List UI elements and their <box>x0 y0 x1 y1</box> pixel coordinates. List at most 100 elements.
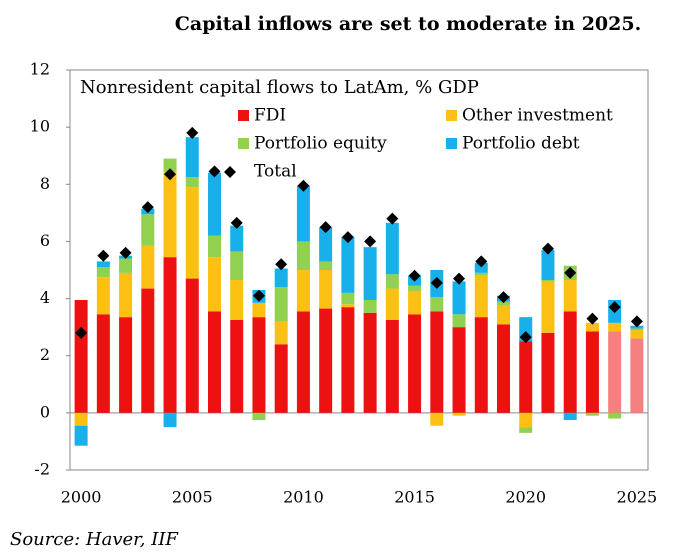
bar-segment <box>296 311 310 413</box>
bar-segment <box>74 412 88 426</box>
x-tick-label: 2020 <box>505 488 546 507</box>
bar-segment <box>185 187 199 279</box>
bar-segment <box>341 237 355 293</box>
total-marker <box>141 201 154 214</box>
bar-segment <box>563 280 577 312</box>
bar-segment <box>385 222 399 275</box>
bar-segment <box>274 287 288 322</box>
bar-segment <box>630 330 644 339</box>
bar-segment <box>296 270 310 312</box>
bar-segment <box>163 158 177 172</box>
bar-segment <box>541 281 555 333</box>
bar-segment <box>230 280 244 320</box>
bar-segment <box>341 304 355 308</box>
bar-segment <box>208 257 221 312</box>
bar-segment <box>452 281 466 315</box>
bar-segment <box>452 327 466 413</box>
bar-segment <box>208 311 221 413</box>
bar-segment <box>96 277 110 315</box>
bar-segment <box>96 314 110 413</box>
bar-segment <box>563 311 577 413</box>
x-tick-label: 2010 <box>283 488 324 507</box>
total-marker <box>97 249 110 262</box>
legend-swatch <box>446 110 457 121</box>
bar-segment <box>274 268 288 288</box>
legend-label: Portfolio equity <box>254 134 387 154</box>
total-marker <box>564 266 577 279</box>
bar-segment <box>408 314 422 413</box>
bar-segment <box>541 332 555 413</box>
legend-label: Total <box>254 162 297 182</box>
total-marker <box>186 126 199 139</box>
x-tick-label: 2005 <box>172 488 213 507</box>
bar-segment <box>185 278 199 413</box>
bar-segment <box>474 275 488 318</box>
bar-segment <box>319 270 333 309</box>
total-marker <box>586 312 599 325</box>
total-marker <box>319 221 332 234</box>
plot-frame <box>69 69 649 471</box>
x-tick-label: 2025 <box>617 488 658 507</box>
source: Source: Haver, IIF <box>10 529 179 550</box>
bar-segment <box>274 321 288 345</box>
subtitle: Nonresident capital flows to LatAm, % GD… <box>80 77 479 98</box>
bar-segment <box>230 320 244 413</box>
total-marker <box>208 165 221 178</box>
bar-segment <box>341 292 355 305</box>
bar-segment <box>296 241 310 270</box>
bar-segment <box>430 311 444 413</box>
bar-segment <box>252 302 266 318</box>
bar-segment <box>252 412 266 420</box>
legend-swatch <box>446 138 457 149</box>
total-marker <box>430 276 443 289</box>
legend-marker <box>224 166 236 178</box>
legend-label: FDI <box>254 106 286 126</box>
bar-segment <box>385 288 399 320</box>
y-tick-label: 6 <box>40 231 50 250</box>
bar-segment <box>208 172 221 236</box>
bar-segment <box>141 245 155 289</box>
legend-label: Other investment <box>462 106 613 126</box>
total-marker <box>475 255 488 268</box>
total-marker <box>630 315 643 328</box>
bar-segment <box>519 412 533 428</box>
bar-segment <box>408 285 422 292</box>
y-tick-label: 10 <box>30 117 50 136</box>
x-tick-label: 2000 <box>61 488 102 507</box>
bar-segment <box>630 338 644 413</box>
bar-segment <box>541 250 555 280</box>
bar-segment <box>141 288 155 413</box>
bar-segment <box>119 317 133 413</box>
bar-segment <box>319 308 333 413</box>
total-marker <box>519 331 532 344</box>
total-marker <box>164 168 177 181</box>
bar-segment <box>363 312 377 413</box>
bar-segment <box>252 317 266 413</box>
legend-label: Portfolio debt <box>462 134 580 154</box>
x-tick-label: 2015 <box>394 488 435 507</box>
bar-segment <box>497 324 510 413</box>
y-tick-label: 2 <box>40 345 50 364</box>
bar-segment <box>141 214 155 246</box>
bar-segment <box>497 301 510 306</box>
total-marker <box>497 291 510 304</box>
bar-segment <box>74 300 88 413</box>
bar-segment <box>519 427 533 433</box>
bar-segment <box>385 274 399 289</box>
bar-segment <box>585 412 599 416</box>
bar-segment <box>452 314 466 328</box>
total-marker <box>453 272 466 285</box>
bar-segment <box>408 291 422 315</box>
bar-segment <box>630 328 644 330</box>
y-tick-label: -2 <box>34 460 50 479</box>
bar-segment <box>230 251 244 280</box>
bar-segment <box>230 225 244 252</box>
total-marker <box>408 269 421 282</box>
bar-segment <box>319 261 333 270</box>
bar-segment <box>430 412 444 426</box>
total-marker <box>275 258 288 271</box>
total-marker <box>119 246 132 259</box>
bar-segment <box>296 185 310 242</box>
bar-segment <box>541 280 555 282</box>
total-marker <box>608 301 621 314</box>
